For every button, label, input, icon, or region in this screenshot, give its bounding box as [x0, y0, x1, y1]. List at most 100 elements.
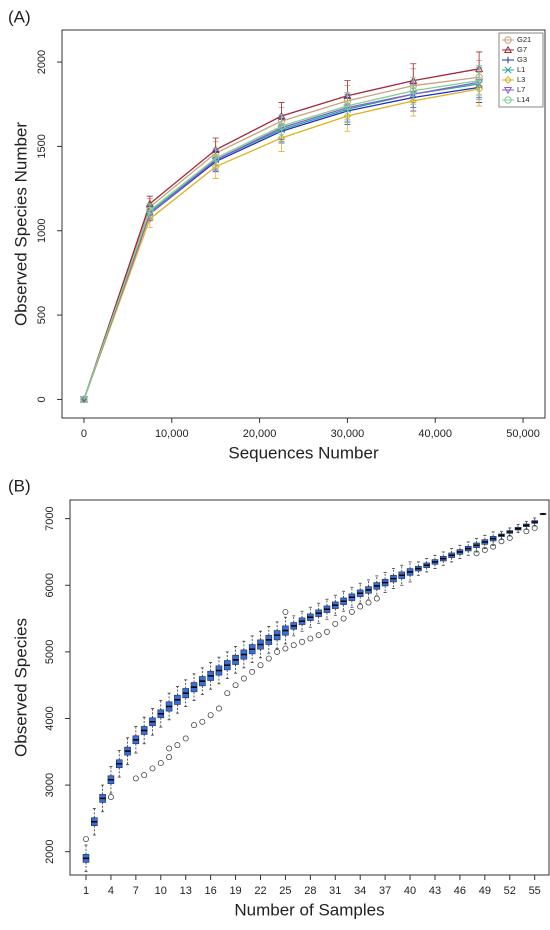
y-tick-label: 5000: [44, 640, 56, 664]
x-axis-title: Number of Samples: [234, 900, 384, 919]
y-tick-label: 2000: [36, 50, 48, 74]
y-tick-label: 0: [36, 396, 48, 402]
outlier: [199, 718, 206, 725]
x-tick-label: 34: [354, 885, 366, 897]
outlier: [174, 742, 181, 749]
x-axis-title: Sequences Number: [228, 443, 379, 462]
marker: [504, 96, 512, 104]
outlier: [332, 620, 339, 627]
x-tick-label: 55: [529, 885, 541, 897]
marker: [211, 154, 220, 162]
error-bar: [344, 92, 351, 120]
x-tick-label: 19: [229, 885, 241, 897]
outlier: [132, 775, 139, 782]
outlier: [481, 547, 488, 553]
outlier: [365, 599, 372, 606]
x-tick-label: 46: [454, 885, 466, 897]
outlier: [166, 754, 173, 761]
y-tick-label: 7000: [44, 506, 56, 530]
outlier: [373, 595, 380, 602]
outlier: [282, 645, 289, 652]
x-tick-label: 1: [83, 885, 89, 897]
outlier: [282, 608, 289, 615]
y-tick-label: 500: [36, 306, 48, 324]
outlier: [207, 712, 214, 719]
x-tick-label: 30,000: [331, 428, 365, 440]
outlier: [340, 615, 347, 622]
outlier: [166, 745, 173, 752]
panel-label: (B): [8, 476, 31, 495]
x-tick-label: 28: [304, 885, 316, 897]
outlier: [83, 836, 89, 842]
marker: [80, 395, 88, 404]
outlier: [274, 648, 281, 655]
x-tick-label: 0: [81, 428, 87, 440]
marker: [504, 56, 512, 64]
error-bar: [146, 203, 153, 218]
outlier: [191, 722, 197, 729]
outlier: [265, 655, 272, 662]
marker: [409, 87, 417, 95]
outlier: [348, 608, 355, 615]
marker: [504, 36, 512, 44]
outlier: [315, 632, 322, 639]
error-bar: [410, 76, 417, 105]
outlier: [232, 682, 239, 689]
x-tick-label: 10: [155, 885, 167, 897]
legend-label: G21: [517, 35, 531, 44]
x-tick-label: 20,000: [243, 428, 277, 440]
x-tick-label: 7: [133, 885, 139, 897]
marker: [504, 66, 512, 74]
marker: [475, 76, 483, 85]
outlier: [215, 705, 222, 712]
legend-label: L14: [517, 95, 530, 104]
plot-frame: [69, 499, 550, 876]
x-tick-label: 40,000: [418, 428, 452, 440]
y-tick-label: 3000: [44, 773, 56, 797]
y-tick-label: 6000: [44, 573, 56, 597]
x-tick-label: 49: [479, 885, 491, 897]
outlier: [324, 628, 330, 635]
outlier: [182, 735, 189, 742]
outlier: [473, 550, 480, 557]
legend-label: G3: [517, 55, 527, 64]
marker: [146, 206, 154, 215]
marker: [277, 122, 286, 130]
plot-frame: [61, 29, 546, 419]
y-axis-title: Observed Species: [11, 618, 30, 757]
y-tick-label: 1500: [36, 134, 48, 158]
error-bar: [278, 113, 285, 139]
outlier: [523, 528, 530, 535]
outlier: [531, 525, 538, 531]
marker: [503, 86, 513, 95]
outlier: [257, 662, 264, 669]
x-tick-label: 31: [329, 885, 341, 897]
marker: [504, 76, 512, 84]
marker: [79, 396, 89, 404]
outlier: [357, 603, 364, 610]
y-tick-label: 1000: [36, 219, 48, 243]
x-tick-label: 16: [205, 885, 217, 897]
y-axis-title: Observed Species Number: [11, 122, 30, 326]
legend-label: L3: [517, 75, 525, 84]
outlier: [224, 690, 231, 697]
outlier: [249, 668, 256, 675]
error-bar: [476, 65, 483, 97]
y-tick-label: 4000: [44, 706, 56, 730]
outlier: [498, 538, 505, 545]
outlier: [490, 543, 497, 550]
y-tick-label: 2000: [44, 839, 56, 863]
x-tick-label: 13: [180, 885, 192, 897]
x-tick-label: 37: [379, 885, 391, 897]
legend-label: L7: [517, 85, 525, 94]
x-tick-label: 22: [254, 885, 266, 897]
outlier: [141, 772, 148, 779]
outlier: [157, 760, 164, 767]
outlier: [290, 642, 297, 649]
panel-label: (A): [8, 7, 31, 26]
marker: [343, 102, 352, 110]
outlier: [307, 635, 314, 642]
x-tick-label: 52: [504, 885, 516, 897]
outlier: [506, 535, 513, 541]
x-tick-label: 25: [279, 885, 291, 897]
